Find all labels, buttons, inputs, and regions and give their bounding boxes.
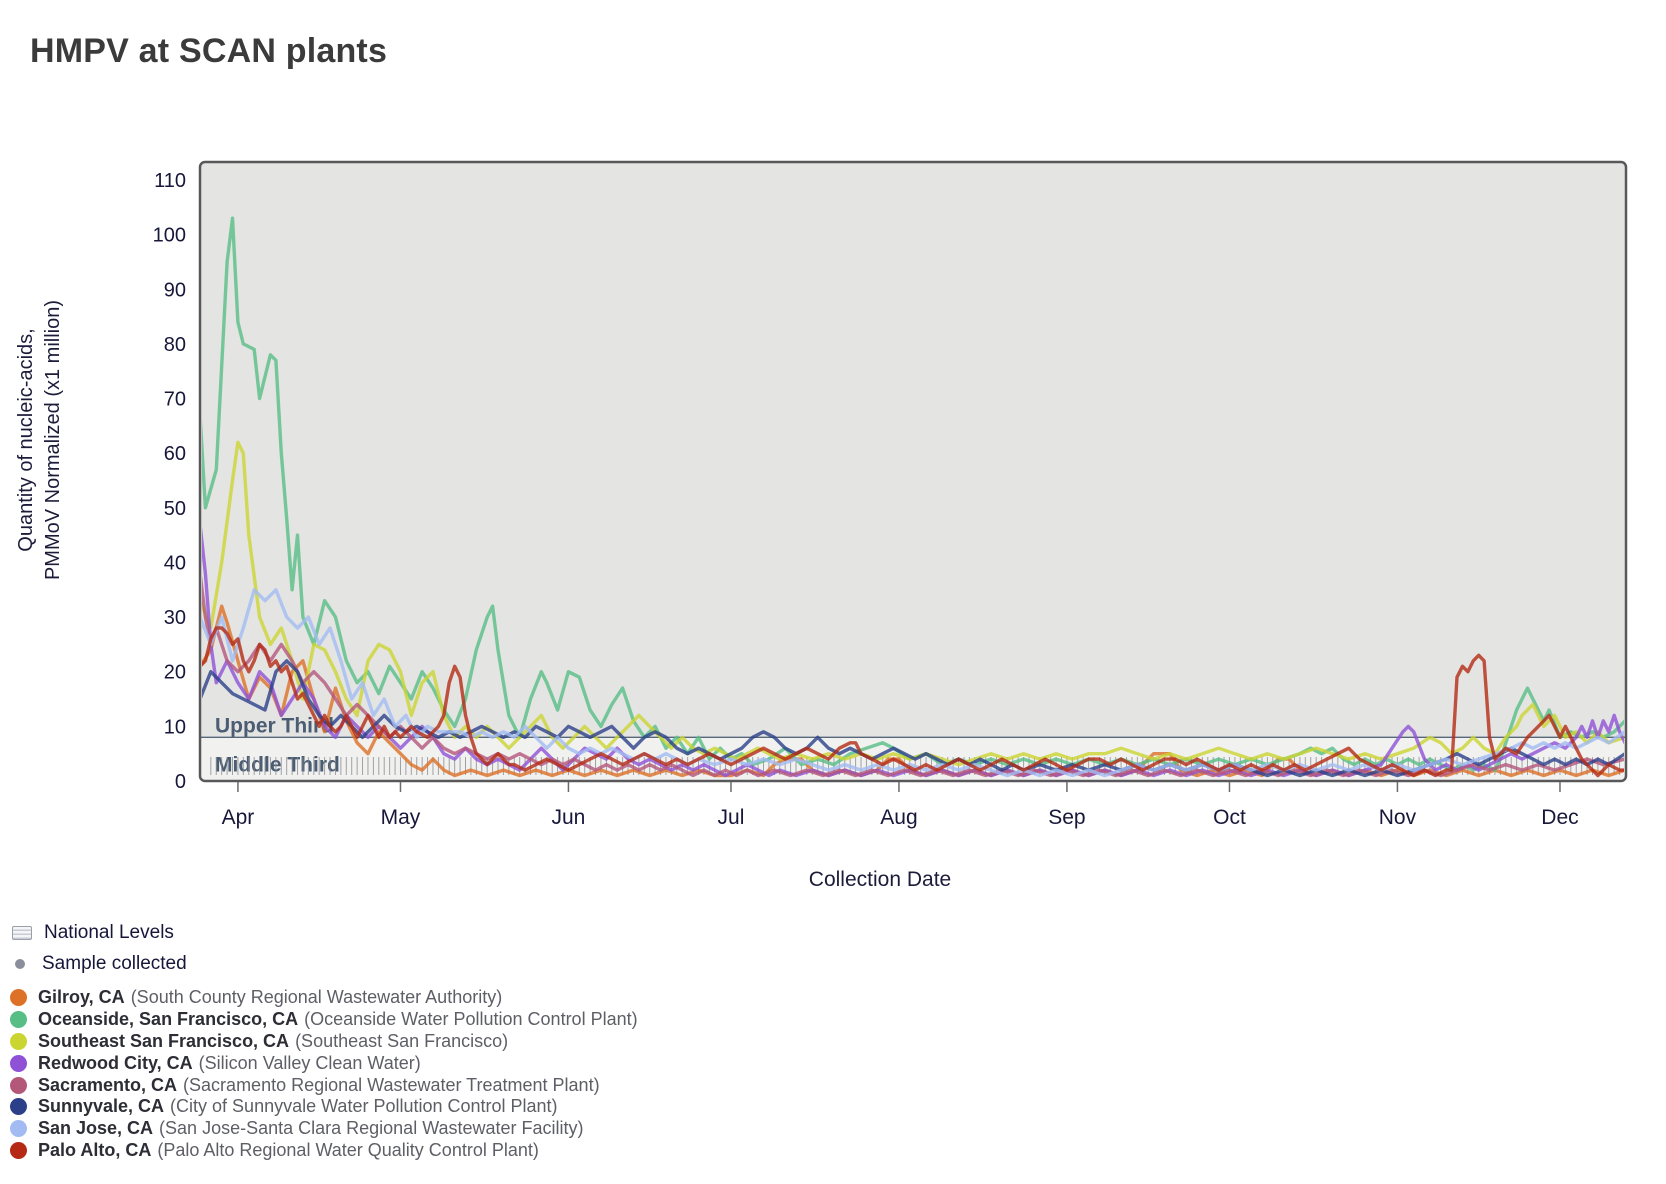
plant-name: Oceanside, San Francisco, CA [38,1009,299,1030]
y-tick-label-110: 110 [154,170,186,192]
y-tick-label-10: 10 [164,716,186,738]
month-label-jun: Jun [552,806,586,829]
series-color-dot [10,1098,27,1116]
legend-item-southeast-sf[interactable]: Southeast San Francisco, CA (Southeast S… [10,1031,638,1053]
y-tick-label-80: 80 [164,334,186,356]
national-levels-label: National Levels [44,922,174,943]
series-color-dot [10,1076,27,1094]
month-label-sep: Sep [1048,806,1085,829]
plant-name: Southeast San Francisco, CA [38,1030,290,1051]
plant-detail: (City of Sunnyvale Water Pollution Contr… [170,1096,558,1117]
y-tick-label-0: 0 [175,771,186,793]
y-tick-label-100: 100 [153,225,186,247]
legend-item-gilroy[interactable]: Gilroy, CA (South County Regional Wastew… [10,987,638,1009]
hmpv-line-chart: Upper Third Middle Third 0 10 20 30 40 50 60 70 80… [153,160,1628,829]
month-label-jul: Jul [718,806,745,829]
series-color-dot [10,989,27,1007]
x-axis-label: Collection Date [808,868,952,891]
series-color-dot [10,1120,27,1138]
legend-item-national-levels[interactable]: National Levels [10,922,638,944]
y-tick-label-50: 50 [164,498,186,520]
chart-title: HMPV at SCAN plants [30,32,388,70]
plot-border [198,160,1628,783]
plant-name: Sunnyvale, CA [38,1096,165,1117]
month-label-nov: Nov [1379,806,1417,829]
legend-plant-list: Gilroy, CA (South County Regional Wastew… [10,987,638,1161]
plot-area [200,162,1626,781]
plant-name: Redwood City, CA [38,1052,193,1073]
legend-item-redwood-city[interactable]: Redwood City, CA (Silicon Valley Clean W… [10,1052,638,1074]
sample-collected-label: Sample collected [42,953,187,974]
month-label-may: May [381,806,421,829]
legend-item-palo-alto[interactable]: Palo Alto, CA (Palo Alto Regional Water … [10,1140,638,1162]
legend-item-sample-collected[interactable]: Sample collected [10,953,638,975]
plant-detail: (Oceanside Water Pollution Control Plant… [304,1009,638,1030]
legend-item-sunnyvale[interactable]: Sunnyvale, CA (City of Sunnyvale Water P… [10,1096,638,1118]
y-tick-label-30: 30 [164,607,186,629]
plant-detail: (San Jose-Santa Clara Regional Wastewate… [159,1118,584,1139]
y-tick-label-60: 60 [164,443,186,465]
plant-detail: (Palo Alto Regional Water Quality Contro… [157,1139,539,1160]
y-tick-label-90: 90 [164,279,186,301]
month-label-apr: Apr [222,806,255,829]
legend-item-san-jose[interactable]: San Jose, CA (San Jose-Santa Clara Regio… [10,1118,638,1140]
legend-item-oceanside[interactable]: Oceanside, San Francisco, CA (Oceanside … [10,1009,638,1031]
plant-name: Palo Alto, CA [38,1139,152,1160]
middle-third-label: Middle Third [215,753,340,776]
plant-detail: (South County Regional Wastewater Author… [130,987,503,1008]
series-color-dot [10,1141,27,1159]
legend-item-sacramento[interactable]: Sacramento, CA (Sacramento Regional Wast… [10,1074,638,1096]
series-line-southeast-sf [202,440,1624,767]
y-tick-label-40: 40 [164,552,186,574]
y-tick-label-70: 70 [164,389,186,411]
upper-third-label: Upper Third [215,714,334,737]
plant-name: Sacramento, CA [38,1074,178,1095]
series-color-dot [10,1011,27,1029]
y-tick-label-20: 20 [164,662,186,684]
series-color-dot [10,1032,27,1050]
sample-collected-icon [15,959,25,969]
plant-detail: (Silicon Valley Clean Water) [198,1052,421,1073]
month-label-dec: Dec [1541,806,1578,829]
month-label-aug: Aug [880,806,917,829]
series-line-palo-alto [202,626,1624,778]
plant-detail: (Sacramento Regional Wastewater Treatmen… [183,1074,600,1095]
legend: National Levels Sample collected Gilroy,… [10,922,638,1161]
plant-name: Gilroy, CA [38,987,125,1008]
plant-detail: (Southeast San Francisco) [295,1030,509,1051]
month-label-oct: Oct [1213,806,1246,829]
plant-name: San Jose, CA [38,1118,154,1139]
national-levels-icon [12,926,32,940]
series-color-dot [10,1054,27,1072]
